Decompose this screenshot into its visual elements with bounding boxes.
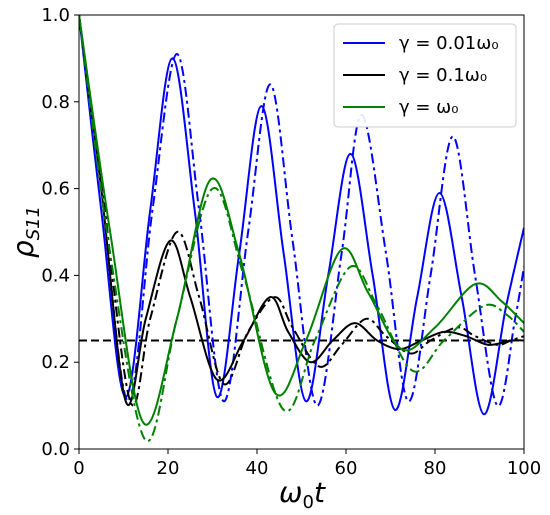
y-tick-label: 0.4 (41, 265, 70, 286)
series-line-0 (79, 15, 524, 416)
y-axis: 0.0 0.2 0.4 0.6 0.8 1.0 (41, 5, 79, 460)
x-tick-label: 40 (246, 458, 269, 479)
x-axis-label: ω0t (279, 476, 326, 513)
legend-box (333, 23, 517, 128)
y-tick-label: 0.6 (41, 179, 70, 200)
x-tick-label: 0 (73, 458, 84, 479)
y-tick-label: 0.8 (41, 92, 70, 113)
series-line-2 (79, 15, 524, 406)
plot-frame (78, 14, 525, 450)
y-axis-label: ρS11 (7, 206, 44, 258)
series-line-3 (79, 15, 524, 407)
series-line-5 (79, 15, 524, 443)
y-tick-label: 0.0 (41, 439, 70, 460)
x-axis: 0 20 40 60 80 100 (73, 449, 541, 479)
series-line-1 (79, 15, 524, 407)
legend-label: γ = ω₀ (399, 97, 458, 118)
legend: γ = 0.01ω₀ γ = 0.1ω₀ γ = ω₀ (333, 23, 517, 128)
legend-label: γ = 0.01ω₀ (399, 33, 499, 54)
x-tick-label: 100 (507, 458, 541, 479)
series-line-4 (79, 15, 524, 426)
legend-label: γ = 0.1ω₀ (399, 65, 487, 86)
x-tick-label: 20 (157, 458, 180, 479)
series-lines (79, 15, 524, 443)
x-tick-label: 80 (424, 458, 447, 479)
y-tick-label: 1.0 (41, 5, 70, 26)
x-tick-label: 60 (335, 458, 358, 479)
y-tick-label: 0.2 (41, 352, 70, 373)
plot-area (78, 14, 525, 450)
